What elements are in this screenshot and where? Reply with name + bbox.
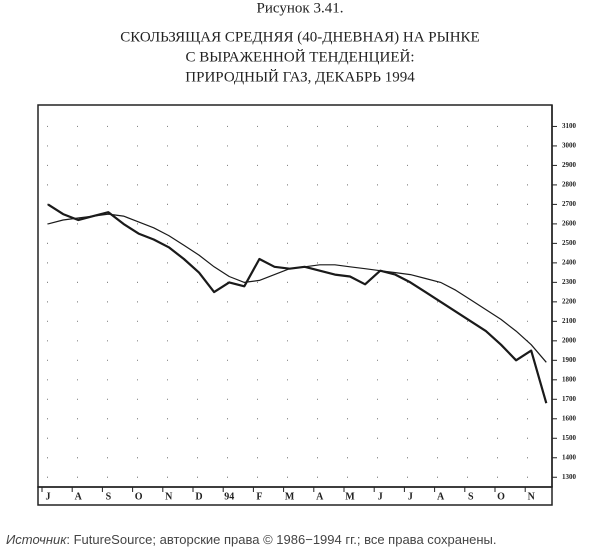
y-tick-label: 1400 (562, 453, 577, 461)
x-tick-label: A (75, 491, 83, 502)
x-tick-label: J (378, 491, 383, 502)
y-tick-label: 2200 (562, 297, 577, 305)
y-tick-label: 2800 (562, 181, 577, 189)
x-tick-label: O (135, 491, 143, 502)
y-tick-label: 2900 (562, 161, 577, 169)
x-tick-label: J (408, 491, 413, 502)
x-tick-label: A (437, 491, 445, 502)
y-tick-label: 1600 (562, 414, 577, 422)
y-tick-label: 2300 (562, 278, 577, 286)
chart-title: ПРИРОДНЫЙ ГАЗ, ДЕКАБРЬ 1994 (185, 68, 415, 85)
y-tick-label: 2500 (562, 239, 577, 247)
x-tick-label: S (106, 491, 112, 502)
x-tick-label: M (345, 491, 355, 502)
y-tick-label: 1500 (562, 434, 577, 442)
x-tick-label: J (46, 491, 51, 502)
source: Источник: FutureSource; авторские права … (6, 532, 497, 547)
y-tick-label: 3000 (562, 142, 577, 150)
chart-title: С ВЫРАЖЕННОЙ ТЕНДЕНЦИЕЙ: (186, 48, 415, 65)
x-tick-label: F (256, 491, 262, 502)
moving-average-line (47, 213, 547, 363)
source-prefix: Источник (6, 532, 67, 547)
x-tick-label: D (195, 491, 202, 502)
x-tick-label: 94 (224, 491, 234, 502)
price-line (47, 203, 548, 404)
source-text: : FutureSource; авторские права © 1986−1… (66, 532, 496, 547)
x-tick-label: M (285, 491, 295, 502)
x-tick-label: N (165, 491, 173, 502)
y-tick-label: 1800 (562, 375, 577, 383)
y-tick-label: 2000 (562, 336, 577, 344)
plot-frame (37, 104, 553, 488)
x-tick-label: S (468, 491, 474, 502)
y-tick-label: 1900 (562, 356, 577, 364)
y-tick-label: 3100 (562, 122, 577, 130)
x-tick-label: N (528, 491, 536, 502)
x-axis-strip (37, 486, 553, 506)
y-tick-label: 1300 (562, 473, 577, 481)
y-tick-label: 1700 (562, 395, 577, 403)
x-tick-label: A (316, 491, 324, 502)
y-tick-label: 2100 (562, 317, 577, 325)
chart-title: СКОЛЬЗЯЩАЯ СРЕДНЯЯ (40-ДНЕВНАЯ) НА РЫНКЕ (120, 29, 479, 45)
x-tick-label: O (497, 491, 505, 502)
figure-label: Рисунок 3.41. (257, 0, 344, 16)
y-tick-label: 2600 (562, 219, 577, 227)
y-tick-label: 2700 (562, 200, 577, 208)
y-tick-label: 2400 (562, 258, 577, 266)
